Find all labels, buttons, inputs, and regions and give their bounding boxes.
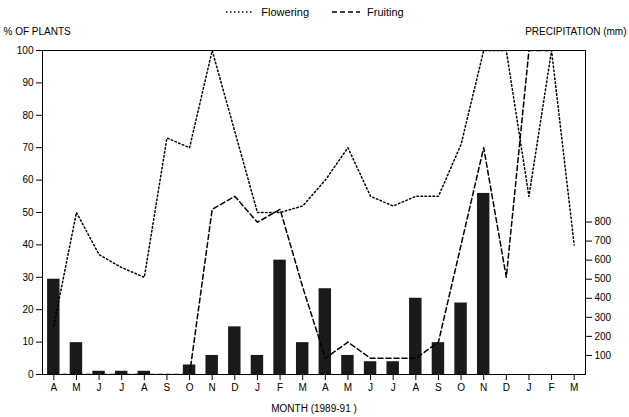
svg-text:20: 20 (22, 304, 34, 315)
svg-text:J: J (391, 382, 396, 393)
svg-text:300: 300 (595, 312, 612, 323)
svg-text:A: A (412, 382, 419, 393)
svg-text:0: 0 (28, 369, 34, 380)
svg-text:A: A (50, 382, 57, 393)
svg-text:10: 10 (22, 336, 34, 347)
svg-text:M: M (344, 382, 352, 393)
svg-text:700: 700 (595, 235, 612, 246)
svg-text:J: J (97, 382, 102, 393)
svg-text:500: 500 (595, 273, 612, 284)
svg-text:800: 800 (595, 216, 612, 227)
svg-text:O: O (457, 382, 465, 393)
svg-text:100: 100 (595, 350, 612, 361)
svg-text:600: 600 (595, 254, 612, 265)
svg-text:A: A (322, 382, 329, 393)
svg-text:400: 400 (595, 292, 612, 303)
svg-text:PRECIPITATION (mm): PRECIPITATION (mm) (525, 26, 626, 37)
svg-text:200: 200 (595, 331, 612, 342)
svg-text:O: O (186, 382, 194, 393)
svg-text:J: J (526, 382, 531, 393)
svg-text:M: M (570, 382, 578, 393)
svg-text:50: 50 (22, 207, 34, 218)
svg-text:70: 70 (22, 142, 34, 153)
svg-text:N: N (209, 382, 216, 393)
svg-text:F: F (549, 382, 555, 393)
svg-text:MONTH (1989-91 ): MONTH (1989-91 ) (271, 403, 357, 414)
svg-text:N: N (480, 382, 487, 393)
svg-text:30: 30 (22, 272, 34, 283)
html-text:Flowering: Flowering (261, 6, 309, 18)
svg-text:M: M (72, 382, 80, 393)
svg-text:D: D (231, 382, 238, 393)
svg-text:40: 40 (22, 239, 34, 250)
svg-text:100: 100 (17, 45, 34, 56)
svg-text:D: D (503, 382, 510, 393)
svg-text:60: 60 (22, 174, 34, 185)
svg-text:J: J (255, 382, 260, 393)
svg-text:J: J (368, 382, 373, 393)
svg-text:A: A (141, 382, 148, 393)
svg-text:90: 90 (22, 77, 34, 88)
svg-text:S: S (164, 382, 171, 393)
svg-text:M: M (299, 382, 307, 393)
svg-text:F: F (277, 382, 283, 393)
svg-text:S: S (435, 382, 442, 393)
svg-text:% OF PLANTS: % OF PLANTS (4, 26, 72, 37)
html-text:Fruiting: Fruiting (367, 6, 404, 18)
svg-text:J: J (119, 382, 124, 393)
svg-text:80: 80 (22, 110, 34, 121)
